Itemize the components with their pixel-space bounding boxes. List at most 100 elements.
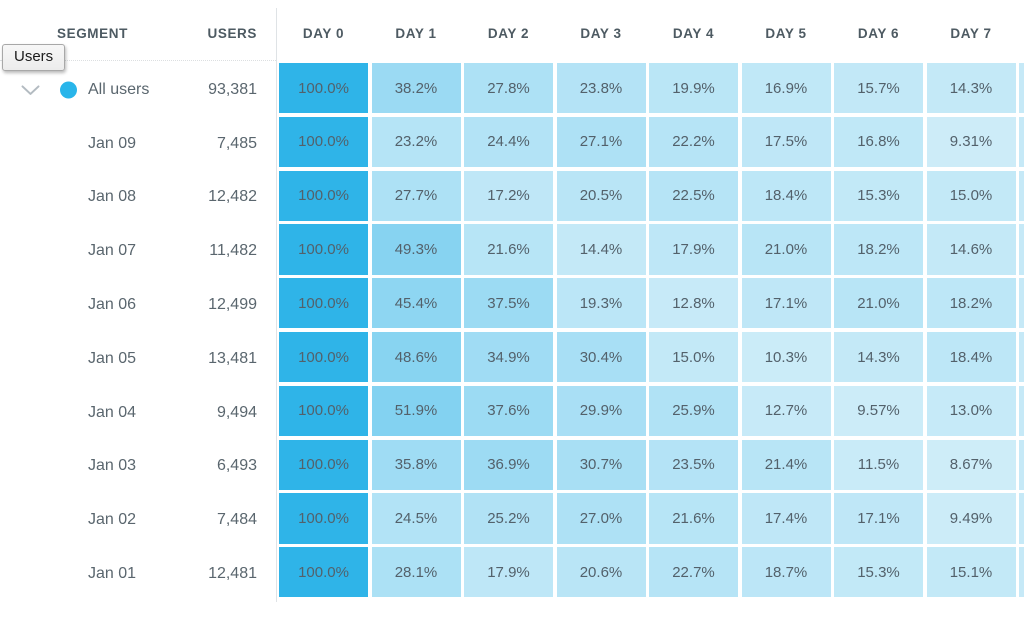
retention-cell-jan-09-day0[interactable]: 100.0% xyxy=(279,116,368,168)
retention-cell-jan-05-day6[interactable]: 14.3% xyxy=(834,331,923,383)
retention-cell-jan-01-day1[interactable]: 28.1% xyxy=(371,547,461,598)
retention-cell-jan-09-day4[interactable]: 22.2% xyxy=(649,116,738,168)
retention-cell-jan-03-day2[interactable]: 36.9% xyxy=(464,439,553,490)
retention-cell-partial xyxy=(1019,547,1024,598)
retention-cell-all-users-day4[interactable]: 19.9% xyxy=(649,63,738,114)
segment-row-jan-04[interactable]: Jan 04 9,494 xyxy=(0,386,276,440)
retention-cell-jan-09-day2[interactable]: 24.4% xyxy=(464,116,553,168)
retention-cell-jan-08-day2[interactable]: 17.2% xyxy=(464,170,553,221)
segment-row-jan-07[interactable]: Jan 07 11,482 xyxy=(0,224,276,278)
retention-cell-jan-07-day7[interactable]: 14.6% xyxy=(926,224,1016,275)
retention-cell-jan-01-day3[interactable]: 20.6% xyxy=(556,547,646,598)
segment-row-jan-06[interactable]: Jan 06 12,499 xyxy=(0,278,276,332)
retention-cell-jan-02-day3[interactable]: 27.0% xyxy=(556,493,646,544)
left-panel-header: SEGMENT USERS xyxy=(0,26,276,46)
retention-cell-jan-01-day4[interactable]: 22.7% xyxy=(649,547,738,598)
retention-cell-jan-03-day6[interactable]: 11.5% xyxy=(834,439,923,490)
retention-cell-jan-05-day5[interactable]: 10.3% xyxy=(741,331,831,383)
retention-cell-jan-01-day5[interactable]: 18.7% xyxy=(741,547,831,598)
retention-cell-jan-09-day1[interactable]: 23.2% xyxy=(371,116,461,168)
retention-cell-jan-07-day6[interactable]: 18.2% xyxy=(834,224,923,275)
retention-cell-jan-06-day6[interactable]: 21.0% xyxy=(834,278,923,329)
retention-cell-jan-01-day7[interactable]: 15.1% xyxy=(926,547,1016,598)
retention-cell-jan-06-day0[interactable]: 100.0% xyxy=(279,278,368,329)
retention-cell-jan-06-day4[interactable]: 12.8% xyxy=(649,278,738,329)
retention-cell-jan-03-day0[interactable]: 100.0% xyxy=(279,439,368,490)
users-count: 6,493 xyxy=(216,457,257,475)
retention-cell-jan-08-day5[interactable]: 18.4% xyxy=(741,170,831,221)
retention-cell-jan-05-day3[interactable]: 30.4% xyxy=(556,331,646,383)
retention-cell-jan-05-day0[interactable]: 100.0% xyxy=(279,331,368,383)
segment-row-jan-01[interactable]: Jan 01 12,481 xyxy=(0,547,276,601)
retention-cell-jan-02-day4[interactable]: 21.6% xyxy=(649,493,738,544)
retention-cell-jan-04-day7[interactable]: 13.0% xyxy=(926,385,1016,437)
retention-cell-all-users-day5[interactable]: 16.9% xyxy=(741,63,831,114)
retention-cell-all-users-day7[interactable]: 14.3% xyxy=(926,63,1016,114)
retention-cell-jan-07-day0[interactable]: 100.0% xyxy=(279,224,368,275)
retention-cell-jan-07-day4[interactable]: 17.9% xyxy=(649,224,738,275)
retention-cell-jan-07-day1[interactable]: 49.3% xyxy=(371,224,461,275)
retention-cell-jan-02-day1[interactable]: 24.5% xyxy=(371,493,461,544)
retention-cell-jan-04-day4[interactable]: 25.9% xyxy=(649,385,738,437)
retention-cell-jan-09-day7[interactable]: 9.31% xyxy=(926,116,1016,168)
retention-cell-jan-04-day5[interactable]: 12.7% xyxy=(741,385,831,437)
retention-cell-jan-03-day7[interactable]: 8.67% xyxy=(926,439,1016,490)
retention-cell-jan-03-day3[interactable]: 30.7% xyxy=(556,439,646,490)
retention-cell-jan-03-day1[interactable]: 35.8% xyxy=(371,439,461,490)
retention-cell-all-users-day0[interactable]: 100.0% xyxy=(279,63,368,114)
retention-cell-partial xyxy=(1019,439,1024,490)
retention-cell-jan-06-day7[interactable]: 18.2% xyxy=(926,278,1016,329)
retention-cell-jan-09-day6[interactable]: 16.8% xyxy=(834,116,923,168)
segment-row-jan-05[interactable]: Jan 05 13,481 xyxy=(0,332,276,386)
retention-cell-jan-07-day2[interactable]: 21.6% xyxy=(464,224,553,275)
retention-cell-partial xyxy=(1019,385,1024,437)
retention-cell-jan-03-day5[interactable]: 21.4% xyxy=(741,439,831,490)
retention-cell-jan-01-day6[interactable]: 15.3% xyxy=(834,547,923,598)
retention-cell-all-users-day6[interactable]: 15.7% xyxy=(834,63,923,114)
retention-cell-jan-02-day2[interactable]: 25.2% xyxy=(464,493,553,544)
retention-cell-jan-08-day1[interactable]: 27.7% xyxy=(371,170,461,221)
retention-cell-jan-05-day4[interactable]: 15.0% xyxy=(649,331,738,383)
users-count: 7,485 xyxy=(216,134,257,152)
retention-cell-jan-02-day0[interactable]: 100.0% xyxy=(279,493,368,544)
retention-cell-jan-09-day3[interactable]: 27.1% xyxy=(556,116,646,168)
retention-cell-jan-01-day2[interactable]: 17.9% xyxy=(464,547,553,598)
retention-cell-jan-08-day0[interactable]: 100.0% xyxy=(279,170,368,221)
retention-cell-jan-08-day6[interactable]: 15.3% xyxy=(834,170,923,221)
chevron-down-icon[interactable] xyxy=(21,85,40,96)
retention-cell-partial xyxy=(1019,493,1024,544)
retention-cell-jan-08-day4[interactable]: 22.5% xyxy=(649,170,738,221)
retention-cell-jan-06-day5[interactable]: 17.1% xyxy=(741,278,831,329)
retention-cell-jan-09-day5[interactable]: 17.5% xyxy=(741,116,831,168)
day-column-header-4: DAY 4 xyxy=(672,26,715,41)
segment-row-all-users[interactable]: All users 93,381 xyxy=(0,63,276,117)
segment-row-jan-09[interactable]: Jan 09 7,485 xyxy=(0,117,276,171)
retention-cell-jan-02-day6[interactable]: 17.1% xyxy=(834,493,923,544)
retention-cell-jan-02-day5[interactable]: 17.4% xyxy=(741,493,831,544)
segment-row-jan-02[interactable]: Jan 02 7,484 xyxy=(0,493,276,547)
retention-cell-jan-05-day2[interactable]: 34.9% xyxy=(464,331,553,383)
segment-row-jan-08[interactable]: Jan 08 12,482 xyxy=(0,171,276,225)
retention-cell-jan-08-day3[interactable]: 20.5% xyxy=(556,170,646,221)
retention-cell-jan-07-day3[interactable]: 14.4% xyxy=(556,224,646,275)
retention-cell-all-users-day3[interactable]: 23.8% xyxy=(556,63,646,114)
retention-cell-jan-04-day1[interactable]: 51.9% xyxy=(371,385,461,437)
retention-cell-jan-04-day6[interactable]: 9.57% xyxy=(834,385,923,437)
retention-cell-jan-04-day0[interactable]: 100.0% xyxy=(279,385,368,437)
retention-cell-jan-07-day5[interactable]: 21.0% xyxy=(741,224,831,275)
retention-cell-jan-05-day1[interactable]: 48.6% xyxy=(371,331,461,383)
retention-cell-jan-04-day3[interactable]: 29.9% xyxy=(556,385,646,437)
retention-cell-jan-06-day2[interactable]: 37.5% xyxy=(464,278,553,329)
retention-cell-jan-04-day2[interactable]: 37.6% xyxy=(464,385,553,437)
retention-cell-jan-02-day7[interactable]: 9.49% xyxy=(926,493,1016,544)
retention-cell-all-users-day1[interactable]: 38.2% xyxy=(371,63,461,114)
retention-cell-jan-06-day1[interactable]: 45.4% xyxy=(371,278,461,329)
segment-row-jan-03[interactable]: Jan 03 6,493 xyxy=(0,440,276,494)
retention-cell-jan-08-day7[interactable]: 15.0% xyxy=(926,170,1016,221)
retention-cell-jan-06-day3[interactable]: 19.3% xyxy=(556,278,646,329)
retention-cell-jan-05-day7[interactable]: 18.4% xyxy=(926,331,1016,383)
retention-cell-all-users-day2[interactable]: 27.8% xyxy=(464,63,553,114)
retention-cell-jan-01-day0[interactable]: 100.0% xyxy=(279,547,368,598)
retention-cell-jan-03-day4[interactable]: 23.5% xyxy=(649,439,738,490)
segment-label: Jan 03 xyxy=(88,457,137,475)
